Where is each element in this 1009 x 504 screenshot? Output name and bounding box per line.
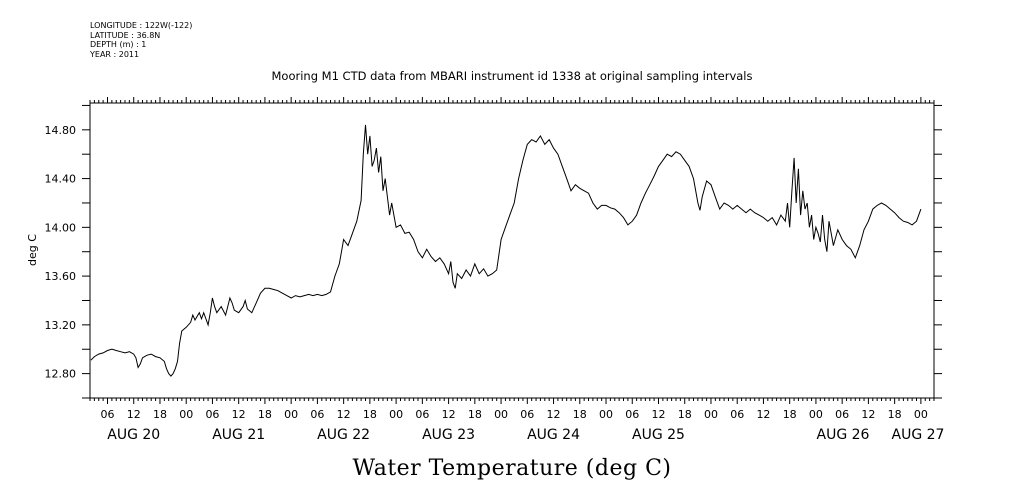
x-tick-label: 12 — [337, 408, 351, 421]
latitude-label: LATITUDE : 36.8N — [90, 30, 161, 40]
x-tick-label: 06 — [520, 408, 534, 421]
x-tick-label: 06 — [835, 408, 849, 421]
x-tick-label: 00 — [599, 408, 613, 421]
x-tick-label: 12 — [651, 408, 665, 421]
x-tick-label: 18 — [258, 408, 272, 421]
axis-ticks — [82, 97, 942, 404]
x-axis-label: Water Temperature (deg C) — [353, 456, 672, 481]
x-tick-label: 18 — [573, 408, 587, 421]
y-tick-label: 13.60 — [45, 270, 77, 283]
chart-title: Mooring M1 CTD data from MBARI instrumen… — [272, 69, 753, 83]
series-line-water-temperature — [90, 124, 922, 377]
x-tick-label: 00 — [389, 408, 403, 421]
y-tick-label: 13.20 — [45, 319, 77, 332]
day-label: AUG 24 — [527, 427, 580, 443]
day-label: AUG 27 — [892, 427, 945, 443]
day-label: AUG 22 — [317, 427, 370, 443]
x-tick-label: 06 — [415, 408, 429, 421]
longitude-label: LONGITUDE : 122W(-122) — [90, 21, 193, 30]
x-tick-label: 18 — [678, 408, 692, 421]
x-tick-label: 12 — [232, 408, 246, 421]
y-axis-label: deg C — [26, 234, 39, 266]
x-tick-label: 00 — [179, 408, 193, 421]
x-tick-label: 12 — [127, 408, 141, 421]
chart-metadata: LONGITUDE : 122W(-122) LATITUDE : 36.8N … — [90, 21, 192, 59]
day-label: AUG 26 — [817, 427, 870, 443]
x-tick-label: 18 — [153, 408, 167, 421]
x-tick-label: 12 — [861, 408, 875, 421]
day-label: AUG 25 — [632, 427, 685, 443]
y-tick-labels: 12.80 13.20 13.60 14.00 14.40 14.80 — [45, 124, 77, 381]
x-tick-label: 00 — [809, 408, 823, 421]
x-tick-label: 18 — [468, 408, 482, 421]
x-tick-label: 06 — [100, 408, 114, 421]
x-tick-label: 06 — [310, 408, 324, 421]
day-label: AUG 23 — [422, 427, 475, 443]
year-label: YEAR : 2011 — [90, 49, 140, 59]
day-label: AUG 20 — [107, 427, 160, 443]
x-tick-label: 12 — [756, 408, 770, 421]
x-tick-label: 06 — [205, 408, 219, 421]
plot-frame — [89, 102, 935, 399]
x-tick-label: 00 — [704, 408, 718, 421]
x-tick-label: 00 — [494, 408, 508, 421]
x-tick-label: 00 — [284, 408, 298, 421]
x-tick-label: 18 — [888, 408, 902, 421]
x-tick-label: 12 — [442, 408, 456, 421]
x-tick-label: 06 — [625, 408, 639, 421]
y-tick-label: 12.80 — [45, 368, 77, 381]
depth-label: DEPTH (m) : 1 — [90, 40, 147, 50]
day-labels: AUG 20 AUG 21 AUG 22 AUG 23 AUG 24 AUG 25 AUG … — [107, 427, 944, 443]
x-tick-label: 18 — [783, 408, 797, 421]
y-tick-label: 14.40 — [45, 173, 77, 186]
x-tick-label: 06 — [730, 408, 744, 421]
y-tick-label: 14.80 — [45, 124, 77, 137]
x-tick-label: 18 — [363, 408, 377, 421]
x-tick-labels: 06 12 18 00 06 12 18 00 06 12 18 00 06 12 18 00 06 12 18 00… — [100, 408, 927, 421]
day-label: AUG 21 — [212, 427, 265, 443]
x-tick-label: 00 — [914, 408, 928, 421]
y-tick-label: 14.00 — [45, 221, 77, 234]
x-tick-label: 12 — [547, 408, 561, 421]
